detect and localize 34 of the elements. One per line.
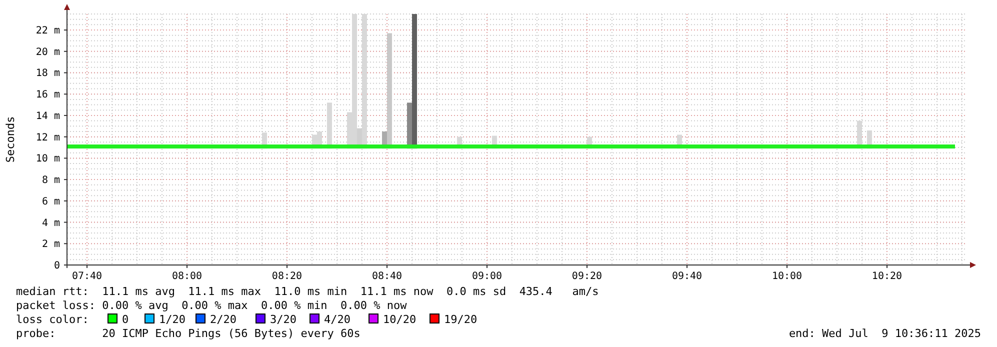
text: 19/20 <box>444 313 478 326</box>
y-tick-label: 16 m <box>36 90 60 101</box>
x-tick-label: 09:40 <box>672 271 702 282</box>
y-tick-label: 22 m <box>36 26 60 37</box>
text: 10/20 <box>383 313 416 326</box>
y-tick-label: 12 m <box>36 132 60 144</box>
x-tick-label: 07:40 <box>72 271 102 282</box>
x-tick-label: 10:00 <box>772 271 802 282</box>
text: 0 <box>122 313 129 326</box>
text: median rtt: 11.1 ms avg 11.1 ms max 11.0 ms min 11.1 ms now 0.0 ms sd 435.4 am/s <box>16 285 599 298</box>
y-axis-title: Seconds <box>4 116 17 163</box>
text: probe: 20 ICMP Echo Pings (56 Bytes) every 60s <box>16 327 360 340</box>
y-tick-label: 0 <box>54 260 60 272</box>
y-tick-label: 4 m <box>42 218 60 229</box>
y-tick-label: 2 m <box>42 239 60 250</box>
y-tick-label: 6 m <box>42 196 60 208</box>
x-tick-label: 08:00 <box>172 271 202 282</box>
text: packet loss: 0.00 % avg 0.00 % max 0.00 % min 0.00 % now <box>16 299 408 312</box>
text: loss color: <box>16 313 89 326</box>
x-tick-label: 08:20 <box>272 271 302 282</box>
text: 3/20 <box>270 313 296 326</box>
text: 4/20 <box>324 313 350 326</box>
y-tick-label: 14 m <box>36 110 60 122</box>
x-tick-label: 09:20 <box>572 271 602 282</box>
text: 1/20 <box>159 313 186 326</box>
y-tick-label: 20 m <box>36 46 60 58</box>
y-tick-label: 10 m <box>36 154 60 165</box>
x-tick-label: 09:00 <box>472 271 502 282</box>
y-tick-label: 8 m <box>42 175 60 186</box>
text: 2/20 <box>210 313 236 326</box>
x-tick-label: 08:40 <box>372 271 402 282</box>
y-tick-label: 18 m <box>36 68 60 80</box>
text: end: Wed Jul 9 10:36:11 2025 <box>788 327 981 340</box>
x-tick-label: 10:20 <box>872 271 902 282</box>
